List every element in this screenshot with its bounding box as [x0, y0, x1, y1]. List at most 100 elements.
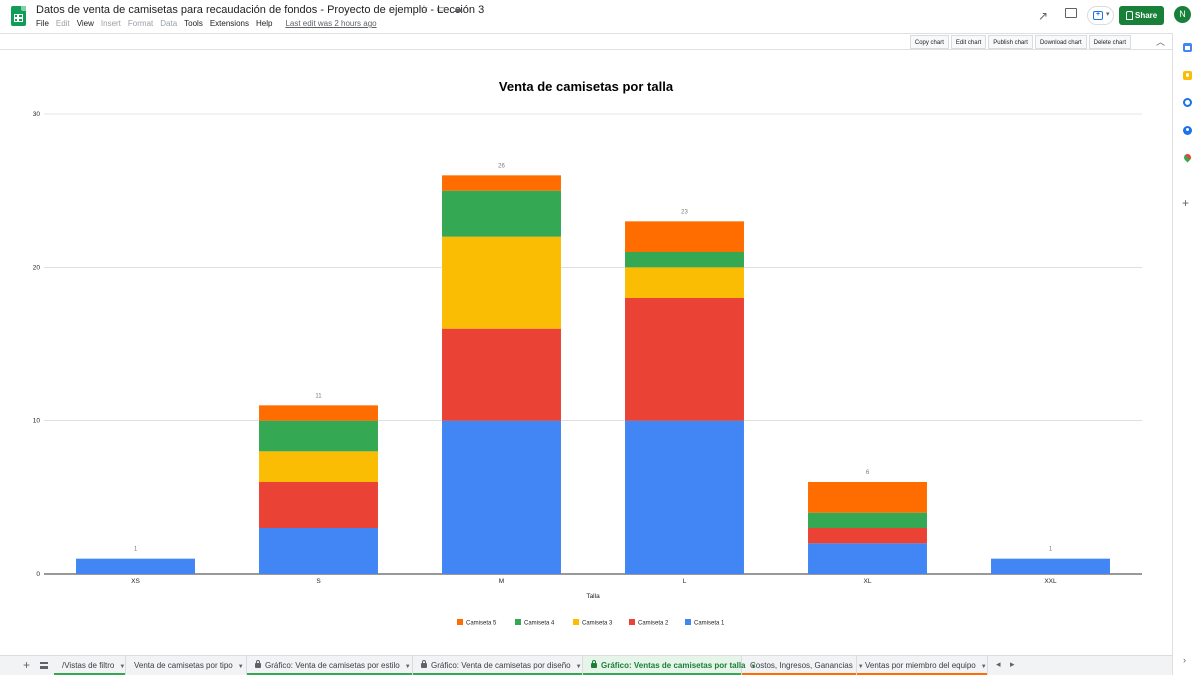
lock-icon: [591, 660, 597, 668]
lock-icon: [255, 660, 261, 668]
chevron-down-icon: ▾: [1106, 11, 1110, 18]
menu-item-file[interactable]: File: [36, 19, 49, 28]
y-tick-label: 20: [33, 264, 41, 271]
chart-toolbar: Copy chart Edit chart Publish chart Downloa…: [0, 33, 1172, 50]
edit-chart-button[interactable]: Edit chart: [950, 35, 987, 49]
menu-item-edit[interactable]: Edit: [55, 19, 70, 28]
legend-swatch: [573, 619, 579, 625]
menu-item-view[interactable]: View: [76, 19, 94, 28]
menu-item-extensions[interactable]: Extensions: [209, 19, 249, 28]
bar-segment-s-2: [259, 482, 378, 528]
add-sheet-icon[interactable]: +: [23, 658, 31, 672]
cloud-status-icon[interactable]: ☁: [453, 4, 463, 15]
chevron-down-icon[interactable]: ▼: [237, 664, 244, 670]
menu-item-tools[interactable]: Tools: [184, 19, 203, 28]
x-tick-label: XL: [864, 578, 872, 585]
sheet-tab[interactable]: Ventas por miembro del equipo ▼: [857, 656, 988, 675]
tasks-icon[interactable]: [1183, 98, 1192, 107]
chart-action-buttons: Copy chart Edit chart Publish chart Downloa…: [909, 35, 1131, 49]
sheet-tab-label: Gráfico: Venta de camisetas por estilo: [265, 661, 400, 670]
meet-button[interactable]: + ▾: [1087, 6, 1114, 25]
bar-segment-xl-5: [808, 482, 927, 513]
x-tick-label: L: [683, 578, 687, 585]
avatar[interactable]: N: [1174, 6, 1191, 23]
sheets-logo-icon[interactable]: [11, 6, 26, 26]
tab-color-indicator: [54, 673, 125, 675]
chevron-down-icon[interactable]: ▼: [404, 664, 411, 670]
legend-swatch: [515, 619, 521, 625]
maps-icon[interactable]: [1183, 154, 1192, 163]
x-axis-label: Talla: [586, 593, 600, 600]
last-edit-link[interactable]: Last edit was 2 hours ago: [285, 19, 377, 28]
legend-swatch: [685, 619, 691, 625]
bar-segment-l-2: [625, 298, 744, 421]
sheet-tab[interactable]: /Vistas de filtro ▼: [54, 656, 126, 675]
bar-segment-xl-2: [808, 528, 927, 544]
chevron-down-icon[interactable]: ▼: [857, 664, 864, 670]
menu-item-insert[interactable]: Insert: [100, 19, 121, 28]
sheet-tab[interactable]: Venta de camisetas por tipo ▼: [126, 656, 247, 675]
menu-item-data[interactable]: Data: [160, 19, 178, 28]
side-panel: + ›: [1172, 33, 1200, 675]
sheet-tab[interactable]: Gráfico: Venta de camisetas por diseño ▼: [413, 656, 583, 675]
bar-segment-l-3: [625, 267, 744, 298]
sheet-tab[interactable]: Costos, Ingresos, Ganancias ▼: [742, 656, 864, 675]
get-addons-icon[interactable]: +: [1182, 196, 1190, 210]
chevron-down-icon[interactable]: ▼: [980, 664, 987, 670]
y-tick-label: 0: [36, 571, 40, 578]
chart-title: Venta de camisetas por talla: [499, 79, 674, 94]
sheet-tab[interactable]: Gráfico: Ventas de camisetas por talla ▼: [583, 656, 756, 675]
share-button[interactable]: Share: [1119, 6, 1164, 25]
bar-segment-xl-1: [808, 543, 927, 574]
calendar-icon[interactable]: [1183, 43, 1192, 52]
document-title[interactable]: Datos de venta de camisetas para recauda…: [36, 4, 485, 16]
menu-item-format[interactable]: Format: [127, 19, 154, 28]
publish-chart-button[interactable]: Publish chart: [988, 35, 1033, 49]
sheet-tab-label: Venta de camisetas por tipo: [134, 661, 233, 670]
x-tick-label: S: [316, 578, 321, 585]
legend-item-label: Camiseta 3: [582, 621, 613, 627]
legend-item-label: Camiseta 4: [524, 621, 555, 627]
sheet-tab[interactable]: Gráfico: Venta de camisetas por estilo ▼: [247, 656, 413, 675]
total-data-label: 11: [315, 393, 322, 399]
activity-dashboard-icon[interactable]: ↗: [1038, 9, 1049, 23]
chevron-down-icon[interactable]: ▼: [750, 664, 757, 670]
copy-chart-button[interactable]: Copy chart: [909, 35, 949, 49]
bar-segment-l-4: [625, 252, 744, 268]
legend-swatch: [629, 619, 635, 625]
total-data-label: 23: [681, 209, 688, 215]
bar-segment-s-1: [259, 528, 378, 574]
menu-item-help[interactable]: Help: [255, 19, 273, 28]
move-folder-icon[interactable]: ▭: [436, 4, 446, 15]
contacts-icon[interactable]: [1183, 126, 1192, 135]
tab-color-indicator: [583, 673, 741, 675]
tab-color-indicator: [742, 673, 856, 675]
keep-icon[interactable]: [1183, 71, 1192, 80]
tab-color-indicator: [413, 673, 582, 675]
chevron-up-icon[interactable]: ︿: [1155, 37, 1165, 47]
total-data-label: 1: [1049, 547, 1053, 553]
scroll-tabs-right-icon[interactable]: ▸: [1010, 659, 1015, 669]
chevron-down-icon[interactable]: ▼: [119, 664, 126, 670]
delete-chart-button[interactable]: Delete chart: [1088, 35, 1131, 49]
bar-segment-s-4: [259, 420, 378, 452]
comments-icon[interactable]: [1065, 8, 1077, 18]
tab-color-indicator: [857, 673, 987, 675]
chevron-down-icon[interactable]: ▼: [575, 664, 582, 670]
sheet-tab-bar: + /Vistas de filtro ▼ Venta de camisetas p…: [0, 655, 1172, 675]
sheet-tab-label: Gráfico: Venta de camisetas por diseño: [431, 661, 571, 670]
bar-segment-m-4: [442, 190, 561, 237]
hide-side-panel-icon[interactable]: ›: [1183, 655, 1186, 665]
bar-segment-m-3: [442, 236, 561, 329]
total-data-label: 6: [866, 470, 870, 476]
lock-icon: [421, 660, 427, 668]
legend-item-label: Camiseta 2: [638, 621, 669, 627]
star-icon[interactable]: ☆: [419, 4, 429, 15]
chart-area[interactable]: Venta de camisetas por talla 0 10 20 30 1 XS 11…: [0, 50, 1172, 655]
scroll-tabs-left-icon[interactable]: ◂: [996, 659, 1001, 669]
download-chart-button[interactable]: Download chart: [1034, 35, 1087, 49]
all-sheets-icon[interactable]: [40, 662, 48, 669]
bar-segment-xs-1: [76, 558, 195, 574]
legend-item-label: Camiseta 1: [694, 621, 725, 627]
stacked-bar-chart: Venta de camisetas por talla01020301XS11…: [33, 79, 1142, 627]
